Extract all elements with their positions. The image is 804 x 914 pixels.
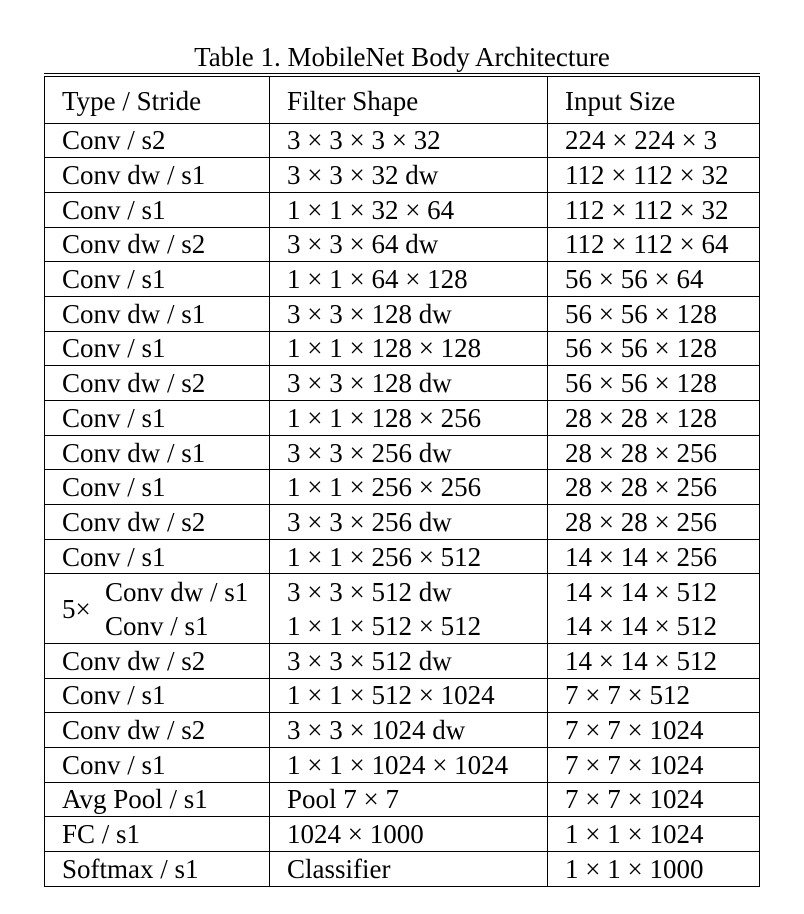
cell-input-size: 14 × 14 × 512: [547, 573, 760, 609]
table-row: Conv dw / s2 3 × 3 × 512 dw 14 × 14 × 512: [44, 643, 760, 679]
cell-type-stride: Conv dw / s1: [44, 435, 270, 471]
cell-input-size: 224 × 224 × 3: [547, 123, 760, 159]
cell-filter-shape: 1 × 1 × 512 × 1024: [269, 678, 548, 714]
cell-type-stride: Avg Pool / s1: [44, 782, 270, 818]
cell-type-stride: Conv / s1: [44, 261, 270, 297]
cell-input-size: 7 × 7 × 1024: [547, 747, 760, 783]
cell-type-stride: Conv dw / s1: [105, 576, 249, 607]
cell-filter-shape: 1 × 1 × 256 × 256: [269, 469, 548, 506]
table-row: Conv / s1 1 × 1 × 128 × 256 28 × 28 × 128: [44, 400, 760, 436]
cell-input-size: 14 × 14 × 512: [547, 608, 760, 644]
table-row: FC / s1 1024 × 1000 1 × 1 × 1024: [44, 816, 760, 852]
cell-input-size: 56 × 56 × 128: [547, 331, 760, 367]
cell-type-stride: Conv / s1: [105, 610, 209, 641]
architecture-table: Type / Stride Filter Shape Input Size Co…: [44, 73, 760, 887]
cell-type-stride: Conv dw / s1: [44, 157, 270, 193]
table-row: Conv / s1 1 × 1 × 256 × 256 28 × 28 × 256: [44, 469, 760, 506]
cell-input-size: 56 × 56 × 128: [547, 296, 760, 332]
table-caption: Table 1. MobileNet Body Architecture: [194, 42, 610, 72]
cell-type-stride: Conv dw / s2: [44, 365, 270, 401]
table-row: Conv / s1 1 × 1 × 256 × 512 14 × 14 × 256: [44, 539, 760, 575]
table-body: Conv / s2 3 × 3 × 3 × 32 224 × 224 × 3 Conv…: [44, 123, 760, 887]
cell-input-size: 1 × 1 × 1000: [547, 851, 760, 887]
column-header-filter-shape: Filter Shape: [269, 73, 548, 124]
cell-filter-shape: 3 × 3 × 64 dw: [269, 227, 548, 263]
cell-input-size: 28 × 28 × 128: [547, 400, 760, 436]
cell-type-stride: Conv / s1: [44, 469, 270, 506]
table-row: Conv dw / s1 3 × 3 × 32 dw 112 × 112 × 32: [44, 157, 760, 193]
table-row: Softmax / s1 Classifier 1 × 1 × 1000: [44, 851, 760, 887]
cell-input-size: 28 × 28 × 256: [547, 469, 760, 506]
cell-type-stride: Conv dw / s2: [44, 712, 270, 748]
table-row: Conv dw / s2 3 × 3 × 1024 dw 7 × 7 × 1024: [44, 712, 760, 748]
cell-type-stride: Conv / s1: [44, 539, 270, 575]
table-row: Conv dw / s1 3 × 3 × 256 dw 28 × 28 × 256: [44, 435, 760, 471]
cell-input-size: 112 × 112 × 32: [547, 157, 760, 193]
cell-type-stride: Conv dw / s2: [44, 227, 270, 263]
cell-input-size: 56 × 56 × 64: [547, 261, 760, 297]
cell-input-size: 28 × 28 × 256: [547, 435, 760, 471]
cell-type-stride: Conv / s2: [44, 123, 270, 159]
cell-type-stride: Conv / s1: [44, 400, 270, 436]
cell-filter-shape: 1 × 1 × 32 × 64: [269, 192, 548, 228]
column-header-input-size: Input Size: [547, 73, 760, 124]
cell-input-size: 7 × 7 × 512: [547, 678, 760, 714]
cell-input-size: 7 × 7 × 1024: [547, 782, 760, 818]
cell-filter-shape: 1 × 1 × 256 × 512: [269, 539, 548, 575]
table-row: Conv / s2 3 × 3 × 3 × 32 224 × 224 × 3: [44, 123, 760, 159]
cell-filter-shape: 1 × 1 × 1024 × 1024: [269, 747, 548, 783]
cell-filter-shape: 3 × 3 × 1024 dw: [269, 712, 548, 748]
cell-filter-shape: 1 × 1 × 64 × 128: [269, 261, 548, 297]
cell-filter-shape: 3 × 3 × 256 dw: [269, 435, 548, 471]
cell-input-size: 14 × 14 × 512: [547, 643, 760, 679]
table-row: Conv dw / s2 3 × 3 × 256 dw 28 × 28 × 256: [44, 504, 760, 540]
repeat-multiplier: 5×: [62, 593, 91, 624]
cell-type-stride: Conv / s1: [44, 331, 270, 367]
table-row: Conv / s1 1 × 1 × 1024 × 1024 7 × 7 × 1024: [44, 747, 760, 783]
cell-filter-shape: 3 × 3 × 128 dw: [269, 296, 548, 332]
cell-input-size: 14 × 14 × 256: [547, 539, 760, 575]
cell-type-stride: FC / s1: [44, 816, 270, 852]
cell-type-stride: Softmax / s1: [44, 851, 270, 887]
cell-input-size: 56 × 56 × 128: [547, 365, 760, 401]
table-header-row: Type / Stride Filter Shape Input Size: [44, 73, 760, 124]
cell-filter-shape: 3 × 3 × 512 dw: [269, 643, 548, 679]
table-row: Conv dw / s1 3 × 3 × 128 dw 56 × 56 × 128: [44, 296, 760, 332]
cell-filter-shape: Classifier: [269, 851, 548, 887]
cell-type-stride: Conv / s1: [44, 192, 270, 228]
cell-input-size: 112 × 112 × 64: [547, 227, 760, 263]
table-row: Conv / s1 1 × 1 × 32 × 64 112 × 112 × 32: [44, 192, 760, 228]
table-row: Conv / s1 1 × 1 × 64 × 128 56 × 56 × 64: [44, 261, 760, 297]
cell-type-stride: Conv / s1: [44, 747, 270, 783]
table-row: Conv / s1 1 × 1 × 512 × 1024 7 × 7 × 512: [44, 678, 760, 714]
cell-filter-shape: 3 × 3 × 128 dw: [269, 365, 548, 401]
cell-filter-shape: 3 × 3 × 32 dw: [269, 157, 548, 193]
cell-filter-shape: 3 × 3 × 512 dw: [269, 573, 548, 609]
cell-type-stride: Conv dw / s1: [44, 296, 270, 332]
table-row: Conv dw / s2 3 × 3 × 128 dw 56 × 56 × 128: [44, 365, 760, 401]
cell-input-size: 112 × 112 × 32: [547, 192, 760, 228]
table-row-repeat: 1 × 1 × 512 × 512 14 × 14 × 512: [45, 608, 760, 644]
column-header-type-stride: Type / Stride: [44, 73, 270, 124]
cell-filter-shape: 1 × 1 × 128 × 128: [269, 331, 548, 367]
cell-filter-shape: 1024 × 1000: [269, 816, 548, 852]
cell-input-size: 1 × 1 × 1024: [547, 816, 760, 852]
table-row: Conv / s1 1 × 1 × 128 × 128 56 × 56 × 128: [44, 331, 760, 367]
cell-type-stride: Conv dw / s2: [44, 643, 270, 679]
cell-filter-shape: 3 × 3 × 256 dw: [269, 504, 548, 540]
cell-type-stride: Conv dw / s2: [44, 504, 270, 540]
cell-filter-shape: 1 × 1 × 128 × 256: [269, 400, 548, 436]
cell-filter-shape: 1 × 1 × 512 × 512: [269, 608, 548, 644]
table-row-repeat: 5× Conv dw / s1 Conv / s1 3 × 3 × 512 dw 14 …: [44, 573, 760, 644]
cell-filter-shape: Pool 7 × 7: [269, 782, 548, 818]
cell-repeat-group: 5× Conv dw / s1 Conv / s1: [44, 573, 270, 644]
cell-input-size: 7 × 7 × 1024: [547, 712, 760, 748]
cell-input-size: 28 × 28 × 256: [547, 504, 760, 540]
cell-filter-shape: 3 × 3 × 3 × 32: [269, 123, 548, 159]
cell-type-stride: Conv / s1: [44, 678, 270, 714]
table-row: Conv dw / s2 3 × 3 × 64 dw 112 × 112 × 64: [44, 227, 760, 263]
